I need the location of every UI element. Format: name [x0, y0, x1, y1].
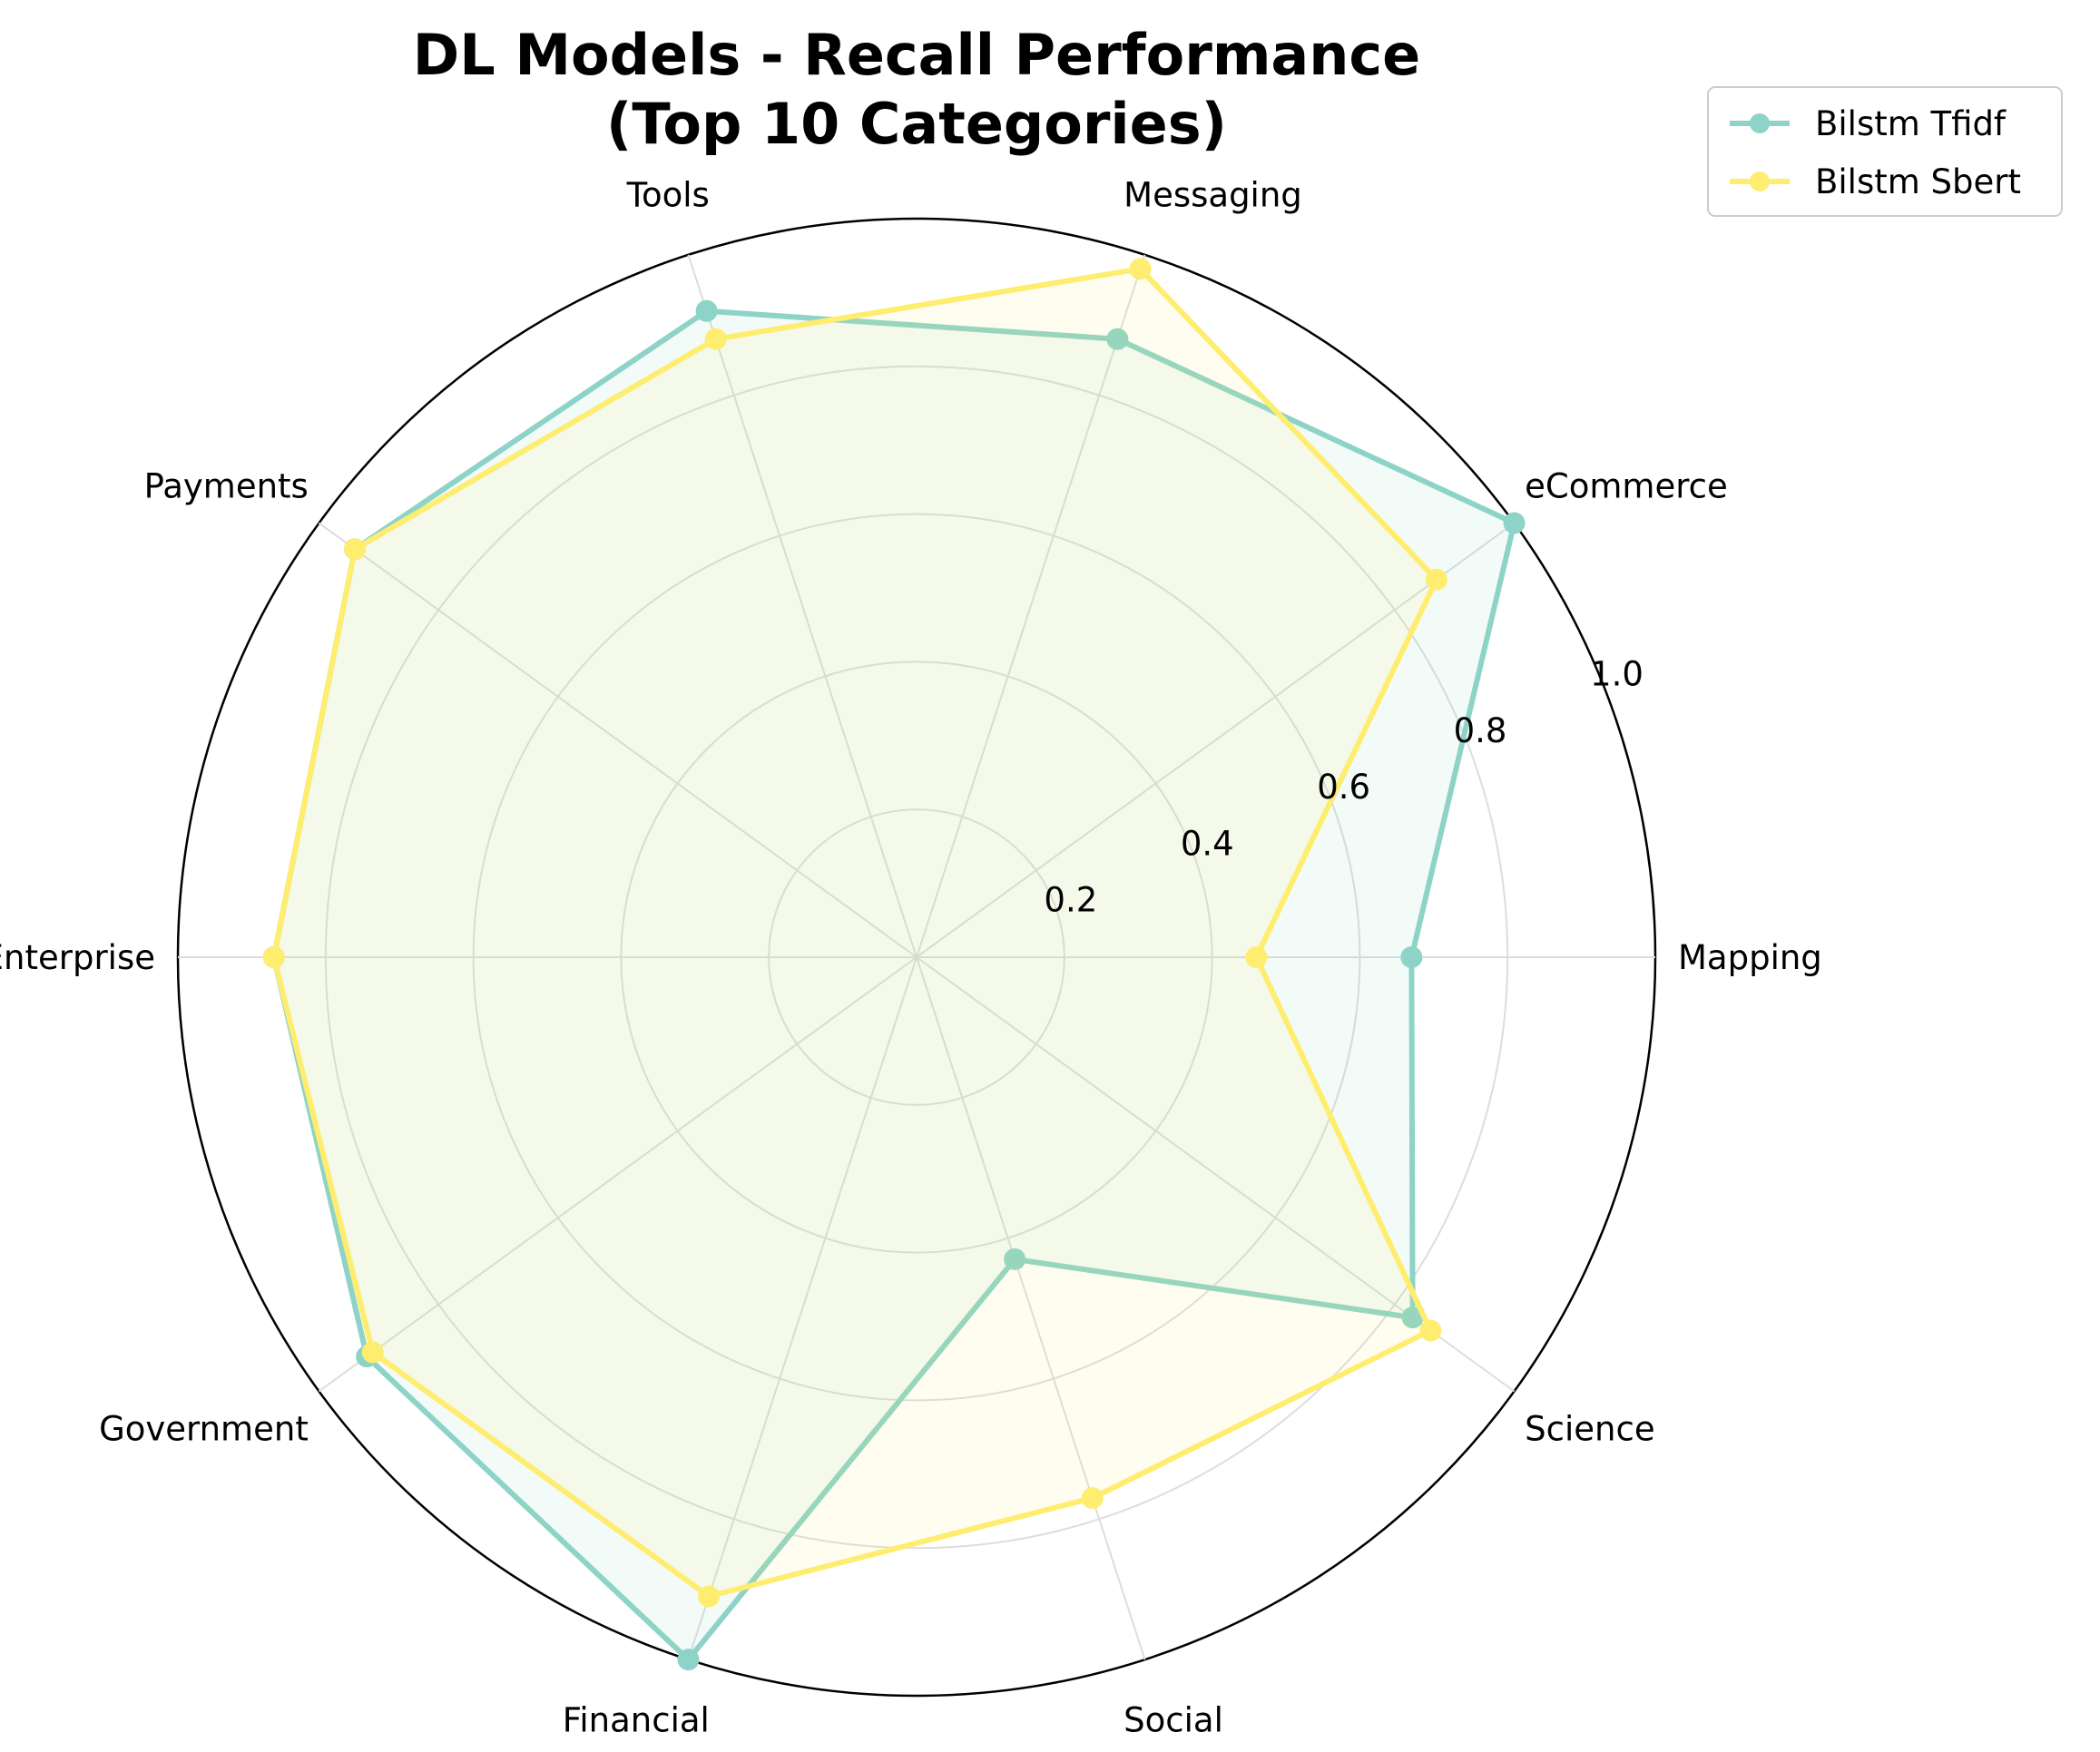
legend-frame [1707, 86, 2063, 217]
radial-tick-labels: 0.2 0.4 0.6 0.8 1.0 [1044, 654, 1643, 919]
data-point [1425, 568, 1447, 591]
data-point [1245, 946, 1268, 968]
radial-tick-label: 0.8 [1454, 711, 1507, 750]
data-point [677, 1649, 700, 1671]
grid-spoke [318, 956, 918, 1393]
radial-tick-label: 0.6 [1317, 768, 1370, 807]
category-label: Tools [626, 175, 710, 214]
data-point [1106, 328, 1129, 350]
grid-spoke [916, 254, 1146, 958]
legend-label: Bilstm Tfidf [1815, 104, 2007, 143]
radial-tick-label: 0.2 [1044, 881, 1097, 920]
chart-title-line-2: (Top 10 Categories) [606, 91, 1227, 157]
data-point [262, 946, 285, 968]
category-label: Messaging [1124, 175, 1302, 214]
legend: Bilstm Tfidf Bilstm Sbert [1707, 86, 2063, 217]
grid-spoke [916, 522, 1516, 958]
category-label: eCommerce [1525, 466, 1728, 505]
series-layer [262, 258, 1526, 1671]
data-point [361, 1341, 384, 1364]
legend-entry-bilstm-sbert: Bilstm Sbert [1730, 162, 2021, 201]
series-area [273, 269, 1437, 1597]
category-label: Enterprise [0, 938, 155, 977]
data-point [1419, 1319, 1442, 1342]
data-point [1400, 946, 1423, 968]
grid-spoke [916, 956, 1146, 1660]
polar-grid [176, 217, 1657, 1698]
category-label: Financial [563, 1701, 710, 1740]
category-label: Government [99, 1410, 309, 1449]
grid-spoke [687, 254, 918, 958]
category-label: Mapping [1678, 938, 1822, 977]
data-point [1401, 1307, 1424, 1329]
data-point [1129, 258, 1152, 280]
data-point [695, 299, 718, 322]
radial-tick-label: 1.0 [1590, 654, 1644, 693]
data-point [1081, 1487, 1104, 1510]
series-bilstm-sbert [262, 258, 1447, 1608]
chart-title-line-1: DL Models - Recall Performance [413, 22, 1420, 88]
data-point [698, 1585, 721, 1608]
data-point [1004, 1248, 1026, 1270]
category-label: Payments [144, 466, 309, 505]
category-labels: Mapping eCommerce Messaging Tools Payments En… [0, 175, 1822, 1739]
legend-swatch-marker [1750, 113, 1770, 133]
data-point [704, 328, 727, 350]
legend-entry-bilstm-tfidf: Bilstm Tfidf [1730, 104, 2007, 143]
category-label: Social [1124, 1701, 1223, 1740]
radial-tick-label: 0.4 [1181, 824, 1234, 863]
legend-swatch-marker [1750, 171, 1770, 191]
data-point [1503, 512, 1526, 534]
series-area [273, 310, 1515, 1660]
data-point [343, 538, 366, 561]
legend-label: Bilstm Sbert [1815, 162, 2021, 201]
grid-spoke [318, 522, 918, 958]
grid-spoke [687, 956, 918, 1660]
category-label: Science [1525, 1410, 1654, 1449]
